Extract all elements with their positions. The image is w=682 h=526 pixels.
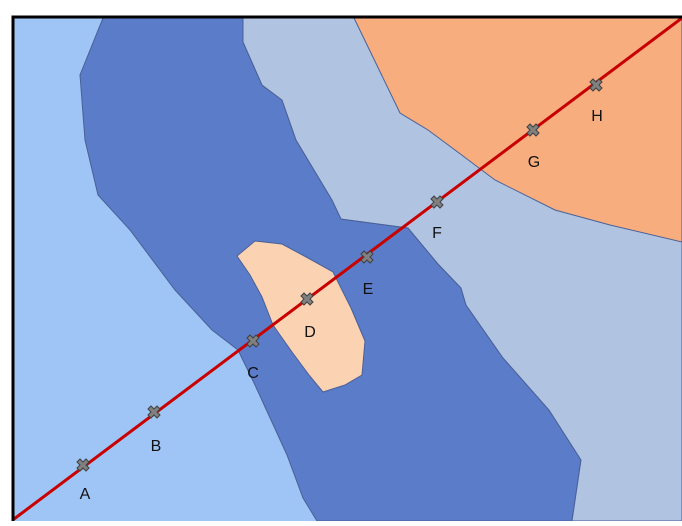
marker-label: F [432, 225, 442, 242]
marker-a: A [76, 458, 91, 503]
map-frame [11, 15, 682, 526]
x-marker-icon [526, 123, 540, 137]
marker-d: D [300, 292, 316, 341]
marker-g: G [526, 123, 540, 171]
marker-label: E [363, 281, 374, 298]
marker-f: F [430, 195, 444, 242]
x-marker-icon [300, 292, 314, 306]
marker-label: C [247, 365, 259, 382]
marker-h: H [589, 78, 603, 125]
orange-region [353, 17, 682, 243]
marker-label: H [591, 108, 603, 125]
x-marker-icon [76, 458, 90, 472]
marker-c: C [246, 334, 260, 382]
marker-b: B [147, 405, 162, 455]
marker-label: G [528, 154, 540, 171]
transect-line [13, 16, 682, 521]
marker-label: D [304, 324, 316, 341]
x-marker-icon [589, 78, 603, 92]
marker-label: A [80, 486, 91, 503]
x-marker-icon [147, 405, 161, 419]
x-marker-icon [360, 250, 374, 264]
marker-e: E [360, 250, 374, 298]
marker-label: B [151, 438, 162, 455]
transect-markers: A B C D E F G H [76, 78, 603, 503]
x-marker-icon [246, 334, 260, 348]
x-marker-icon [430, 195, 444, 209]
